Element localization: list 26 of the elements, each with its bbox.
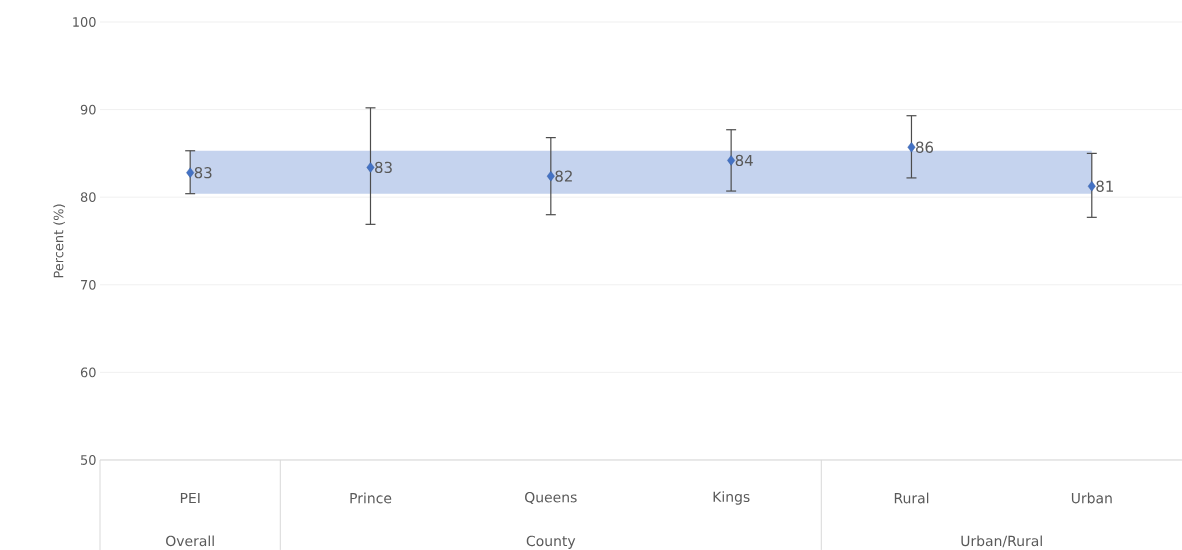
y-tick-label: 60 <box>80 367 96 378</box>
x-tick-label: Urban <box>1071 492 1112 504</box>
data-label: 84 <box>735 154 753 167</box>
data-label: 83 <box>194 167 212 179</box>
point <box>546 170 555 182</box>
x-tick-label: Rural <box>894 492 929 504</box>
data-label: 81 <box>1096 180 1113 192</box>
x-tick-label: Kings <box>713 491 750 505</box>
y-tick-label: 80 <box>80 192 96 203</box>
data-label: 82 <box>555 170 572 182</box>
y-tick-label: 50 <box>81 455 96 465</box>
y-tick-label: 70 <box>81 279 96 290</box>
text: County <box>526 535 576 549</box>
x-tick-label: Prince <box>350 492 392 504</box>
text: Overall <box>166 535 214 547</box>
y-tick-label: 100 <box>73 17 96 27</box>
point <box>1087 181 1096 192</box>
x-tick-label: Queens <box>525 491 577 505</box>
x-tick-label: PEI <box>180 492 200 504</box>
y-tick-label: 90 <box>80 104 96 115</box>
data-label: 86 <box>916 141 934 153</box>
text: Urban/Rural <box>961 535 1042 548</box>
point <box>366 162 375 173</box>
point <box>907 142 916 153</box>
y-axis-title: Percent (%) <box>53 204 65 278</box>
data-label: 83 <box>375 161 392 174</box>
